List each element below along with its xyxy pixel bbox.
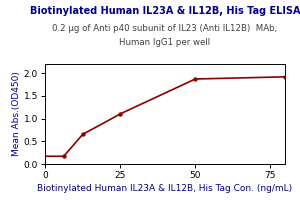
Text: Biotinylated Human IL23A & IL12B, His Tag ELISA: Biotinylated Human IL23A & IL12B, His Ta… <box>30 6 300 16</box>
Text: 0.2 μg of Anti p40 subunit of IL23 (Anti IL12B)  MAb,: 0.2 μg of Anti p40 subunit of IL23 (Anti… <box>52 24 278 33</box>
Point <box>80 133 85 136</box>
Point <box>118 112 122 116</box>
Y-axis label: Mean Abs.(OD450): Mean Abs.(OD450) <box>12 72 21 156</box>
Point <box>193 77 197 81</box>
Point <box>283 75 287 78</box>
Point <box>61 155 66 158</box>
Text: Human IgG1 per well: Human IgG1 per well <box>119 38 211 47</box>
X-axis label: Biotinylated Human IL23A & IL12B, His Tag Con. (ng/mL): Biotinylated Human IL23A & IL12B, His Ta… <box>38 184 292 193</box>
